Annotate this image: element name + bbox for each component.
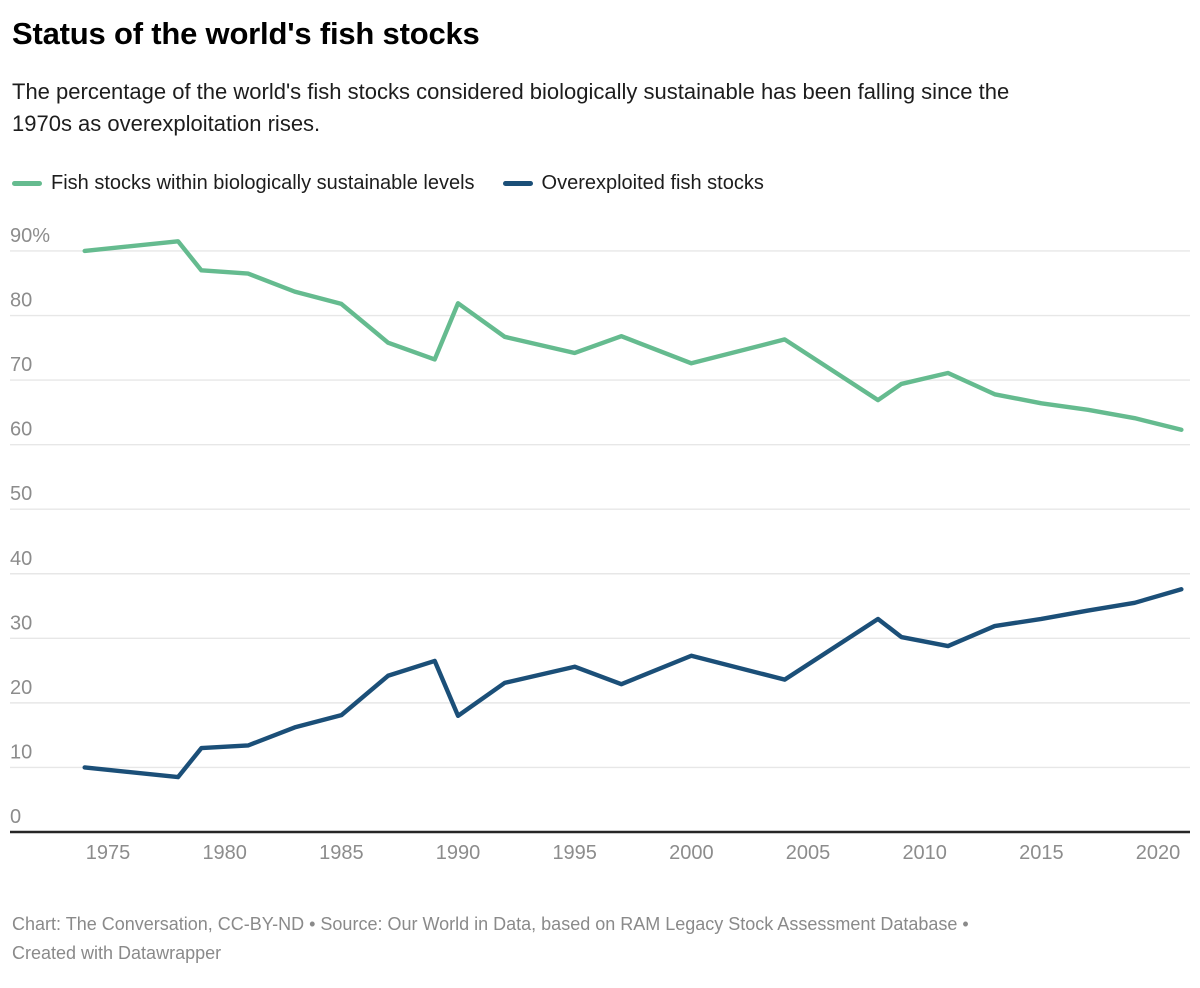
x-tick-label: 2005 [786,842,831,864]
y-tick-label: 20 [10,677,32,699]
series-line-sustainable [82,239,1184,432]
y-tick-label: 90% [10,225,50,247]
legend-label-overexploited: Overexploited fish stocks [541,171,764,194]
chart-header: Status of the world's fish stocks The pe… [0,16,1200,140]
legend-label-sustainable: Fish stocks within biologically sustaina… [51,171,475,194]
y-tick-label: 80 [10,290,32,312]
legend-swatch-overexploited [502,180,533,186]
legend-swatch-sustainable [12,180,42,186]
y-tick-label: 70 [10,354,32,376]
series-line-overexploited [82,587,1184,780]
page-root: { "header": { "title": "Status of the wo… [0,16,1200,988]
y-tick-label: 50 [10,483,32,505]
x-tick-label: 1980 [202,842,247,864]
page-subtitle: The percentage of the world's fish stock… [12,79,1010,136]
footer-attribution: Chart: The Conversation, CC-BY-ND • Sour… [12,914,969,934]
legend: Fish stocks within biologically sustaina… [12,170,1186,196]
x-tick-label: 1975 [86,842,131,864]
x-tick-label: 1990 [436,842,481,864]
x-tick-label: 2015 [1019,842,1064,864]
y-tick-label: 30 [10,612,32,634]
legend-item-sustainable: Fish stocks within biologically sustaina… [12,172,475,195]
chart-footer: Chart: The Conversation, CC-BY-ND • Sour… [12,910,1186,968]
y-tick-label: 40 [10,548,32,570]
legend-item-overexploited: Overexploited fish stocks [502,171,764,195]
x-tick-label: 1985 [319,842,364,864]
y-tick-label: 10 [10,741,32,763]
x-tick-label: 2020 [1136,842,1181,864]
y-tick-label: 60 [10,419,32,441]
footer-created-with: Created with Datawrapper [12,943,222,963]
page-title: Status of the world's fish stocks [12,16,480,51]
y-tick-label: 0 [10,806,21,828]
x-tick-label: 1995 [552,842,597,864]
x-tick-label: 2000 [669,842,714,864]
x-tick-label: 2010 [902,842,947,864]
line-chart: 0 10 20 30 40 50 60 70 80 90% 1975 1980 1985 1990 1995… [10,225,1190,864]
